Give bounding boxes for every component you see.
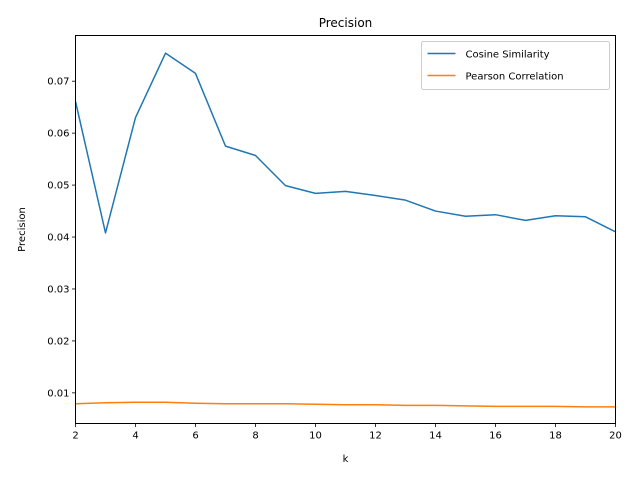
x-tick-label: 16 (489, 431, 502, 442)
y-tick-label: 0.05 (47, 181, 69, 192)
x-tick-label: 6 (192, 431, 198, 442)
x-tick-label: 14 (429, 431, 442, 442)
plot-area: 2 4 6 8 10 12 14 16 18 20 0.01 0.02 0.03 0.04 0.05 0.06… (47, 52, 622, 442)
y-tick-label: 0.01 (47, 388, 69, 399)
x-tick-label: 8 (252, 431, 258, 442)
chart-title: Precision (319, 16, 373, 30)
y-tick-label: 0.02 (47, 336, 69, 347)
y-tick-label: 0.07 (47, 77, 69, 88)
x-tick-label: 20 (609, 431, 622, 442)
legend-label-pearson-correlation: Pearson Correlation (466, 72, 564, 83)
legend-box (421, 41, 610, 90)
legend-label-cosine-similarity: Cosine Similarity (466, 50, 550, 61)
x-tick-label: 2 (72, 431, 78, 442)
series-line-pearson-correlation (75, 401, 616, 408)
x-tick-label: 18 (549, 431, 562, 442)
y-tick-label: 0.06 (47, 129, 69, 140)
x-tick-label: 4 (132, 431, 138, 442)
x-tick-label: 12 (369, 431, 382, 442)
legend: Cosine Similarity Pearson Correlation (421, 41, 610, 90)
y-tick-label: 0.03 (47, 284, 69, 295)
x-axis-title: k (343, 454, 349, 465)
y-axis-title: Precision (17, 207, 28, 252)
series-line-cosine-similarity (75, 52, 616, 234)
axes-frame (75, 35, 616, 424)
y-tick-label: 0.04 (47, 233, 69, 244)
x-tick-label: 10 (309, 431, 322, 442)
